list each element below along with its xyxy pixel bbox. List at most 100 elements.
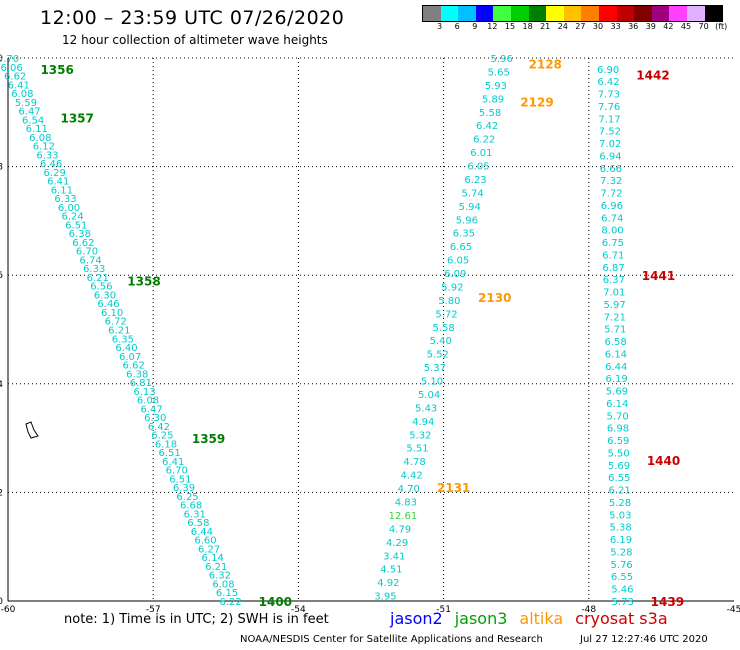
scale-swatch bbox=[598, 6, 617, 21]
y-tick-label: 16 bbox=[0, 271, 3, 281]
swh-value: 6.06 bbox=[0, 63, 22, 74]
swh-value: 6.42 bbox=[597, 77, 619, 88]
scale-label: 3 bbox=[437, 22, 443, 31]
chart-title: 12:00 – 23:59 UTC 07/26/2020 bbox=[40, 7, 345, 29]
scale-label: 42 bbox=[663, 22, 674, 31]
pass-label: 1442 bbox=[636, 68, 669, 82]
swh-value: 6.74 bbox=[79, 255, 101, 266]
swh-value: 6.14 bbox=[202, 553, 224, 564]
swh-value: 7.01 bbox=[603, 288, 625, 299]
swh-value: 6.75 bbox=[602, 238, 624, 249]
swh-value: 5.51 bbox=[406, 444, 428, 455]
swh-value: 6.96 bbox=[601, 201, 623, 212]
swh-value: 5.71 bbox=[604, 325, 626, 336]
scale-label: 24 bbox=[557, 22, 568, 31]
swh-value: 6.41 bbox=[162, 457, 184, 468]
swh-value: 5.65 bbox=[488, 67, 510, 78]
swh-value: 5.97 bbox=[603, 300, 625, 311]
swh-value: 6.10 bbox=[101, 308, 123, 319]
scale-label: 33 bbox=[610, 22, 621, 31]
swh-value: 6.30 bbox=[94, 290, 116, 301]
swh-value: 6.51 bbox=[169, 474, 191, 485]
scale-swatch bbox=[510, 6, 529, 21]
x-tick-label: -54 bbox=[291, 605, 306, 615]
swh-value: 6.66 bbox=[600, 164, 622, 175]
legend-entry: jason3 bbox=[454, 609, 508, 628]
swh-value: 6.44 bbox=[191, 527, 213, 538]
swh-value: 6.25 bbox=[151, 431, 173, 442]
pass-label: 2129 bbox=[520, 95, 553, 109]
pass-label: 1400 bbox=[259, 595, 292, 609]
x-tick-label: -57 bbox=[146, 605, 161, 615]
swh-value: 6.08 bbox=[11, 89, 33, 100]
swh-value: 6.72 bbox=[105, 317, 127, 328]
swh-value: 5.58 bbox=[432, 323, 454, 334]
scale-swatch bbox=[616, 6, 635, 21]
swh-value: 5.59 bbox=[15, 98, 37, 109]
swh-value: 6.46 bbox=[40, 159, 62, 170]
swh-value: 5.40 bbox=[430, 336, 452, 347]
swh-value: 5.89 bbox=[482, 94, 504, 105]
swh-value: 6.58 bbox=[604, 337, 626, 348]
swh-value: 6.87 bbox=[602, 263, 624, 274]
swh-value: 4.92 bbox=[377, 578, 399, 589]
swh-value: 6.46 bbox=[97, 299, 119, 310]
swh-value: 5.69 bbox=[608, 461, 630, 472]
y-tick-label: 20 bbox=[0, 54, 3, 64]
scale-swatch bbox=[634, 6, 652, 21]
swh-value: 6.94 bbox=[599, 151, 621, 162]
legend-entry: cryosat s3a bbox=[575, 609, 668, 628]
scale-label: 21 bbox=[540, 22, 551, 31]
swh-value: 6.39 bbox=[173, 483, 195, 494]
pass-label: 1356 bbox=[40, 63, 73, 77]
swh-value: 4.29 bbox=[386, 538, 408, 549]
swh-value: 3.95 bbox=[374, 592, 396, 603]
swh-value: 5.96 bbox=[456, 215, 478, 226]
swh-value: 4.70 bbox=[398, 484, 420, 495]
swh-value: 5.96 bbox=[491, 54, 513, 65]
swh-value: 6.29 bbox=[44, 168, 66, 179]
swh-value: 6.15 bbox=[216, 588, 238, 599]
swh-value: 5.38 bbox=[610, 523, 632, 534]
swh-value: 6.21 bbox=[205, 562, 227, 573]
swh-value: 6.00 bbox=[58, 203, 80, 214]
data-marks: 5.706.066.626.416.085.596.476.546.116.08… bbox=[0, 54, 684, 609]
swh-value: 6.56 bbox=[90, 282, 112, 293]
scale-label: 30 bbox=[592, 22, 604, 31]
swh-value: 6.11 bbox=[26, 124, 48, 135]
scale-swatch bbox=[423, 6, 441, 21]
swh-value: 6.98 bbox=[607, 424, 629, 435]
swh-value: 6.07 bbox=[119, 352, 141, 363]
x-tick-label: -48 bbox=[581, 605, 596, 615]
scale-swatch bbox=[493, 6, 511, 21]
swh-value: 6.31 bbox=[184, 509, 206, 520]
scale-label: 9 bbox=[472, 22, 478, 31]
swh-value: 6.14 bbox=[605, 349, 627, 360]
swh-value: 12.61 bbox=[389, 511, 418, 522]
swh-value: 6.19 bbox=[610, 535, 632, 546]
swh-value: 5.92 bbox=[441, 282, 463, 293]
swh-value: 6.38 bbox=[126, 369, 148, 380]
swh-value: 6.11 bbox=[51, 185, 73, 196]
scale-label: 15 bbox=[504, 22, 516, 31]
swh-value: 6.68 bbox=[180, 501, 202, 512]
swh-value: 6.65 bbox=[450, 242, 472, 253]
pass-label: 1439 bbox=[651, 595, 684, 609]
y-tick-label: 10 bbox=[0, 597, 3, 607]
swh-value: 6.08 bbox=[137, 396, 159, 407]
swh-value: 5.76 bbox=[611, 560, 633, 571]
scale-label: 27 bbox=[575, 22, 586, 31]
swh-value: 6.21 bbox=[108, 326, 130, 337]
swh-value: 6.42 bbox=[148, 422, 170, 433]
swh-value: 6.74 bbox=[601, 213, 623, 224]
swh-value: 6.33 bbox=[83, 264, 105, 275]
swh-value: 6.05 bbox=[467, 162, 489, 173]
swh-value: 6.47 bbox=[18, 107, 40, 118]
y-tick-label: 14 bbox=[0, 380, 3, 390]
swh-value: 7.76 bbox=[598, 102, 620, 113]
pass-label: 2130 bbox=[478, 291, 511, 305]
scale-label: 18 bbox=[522, 22, 533, 31]
legend-entry: altika bbox=[519, 609, 564, 628]
swh-value: 5.43 bbox=[415, 403, 437, 414]
swh-value: 5.28 bbox=[609, 498, 631, 509]
